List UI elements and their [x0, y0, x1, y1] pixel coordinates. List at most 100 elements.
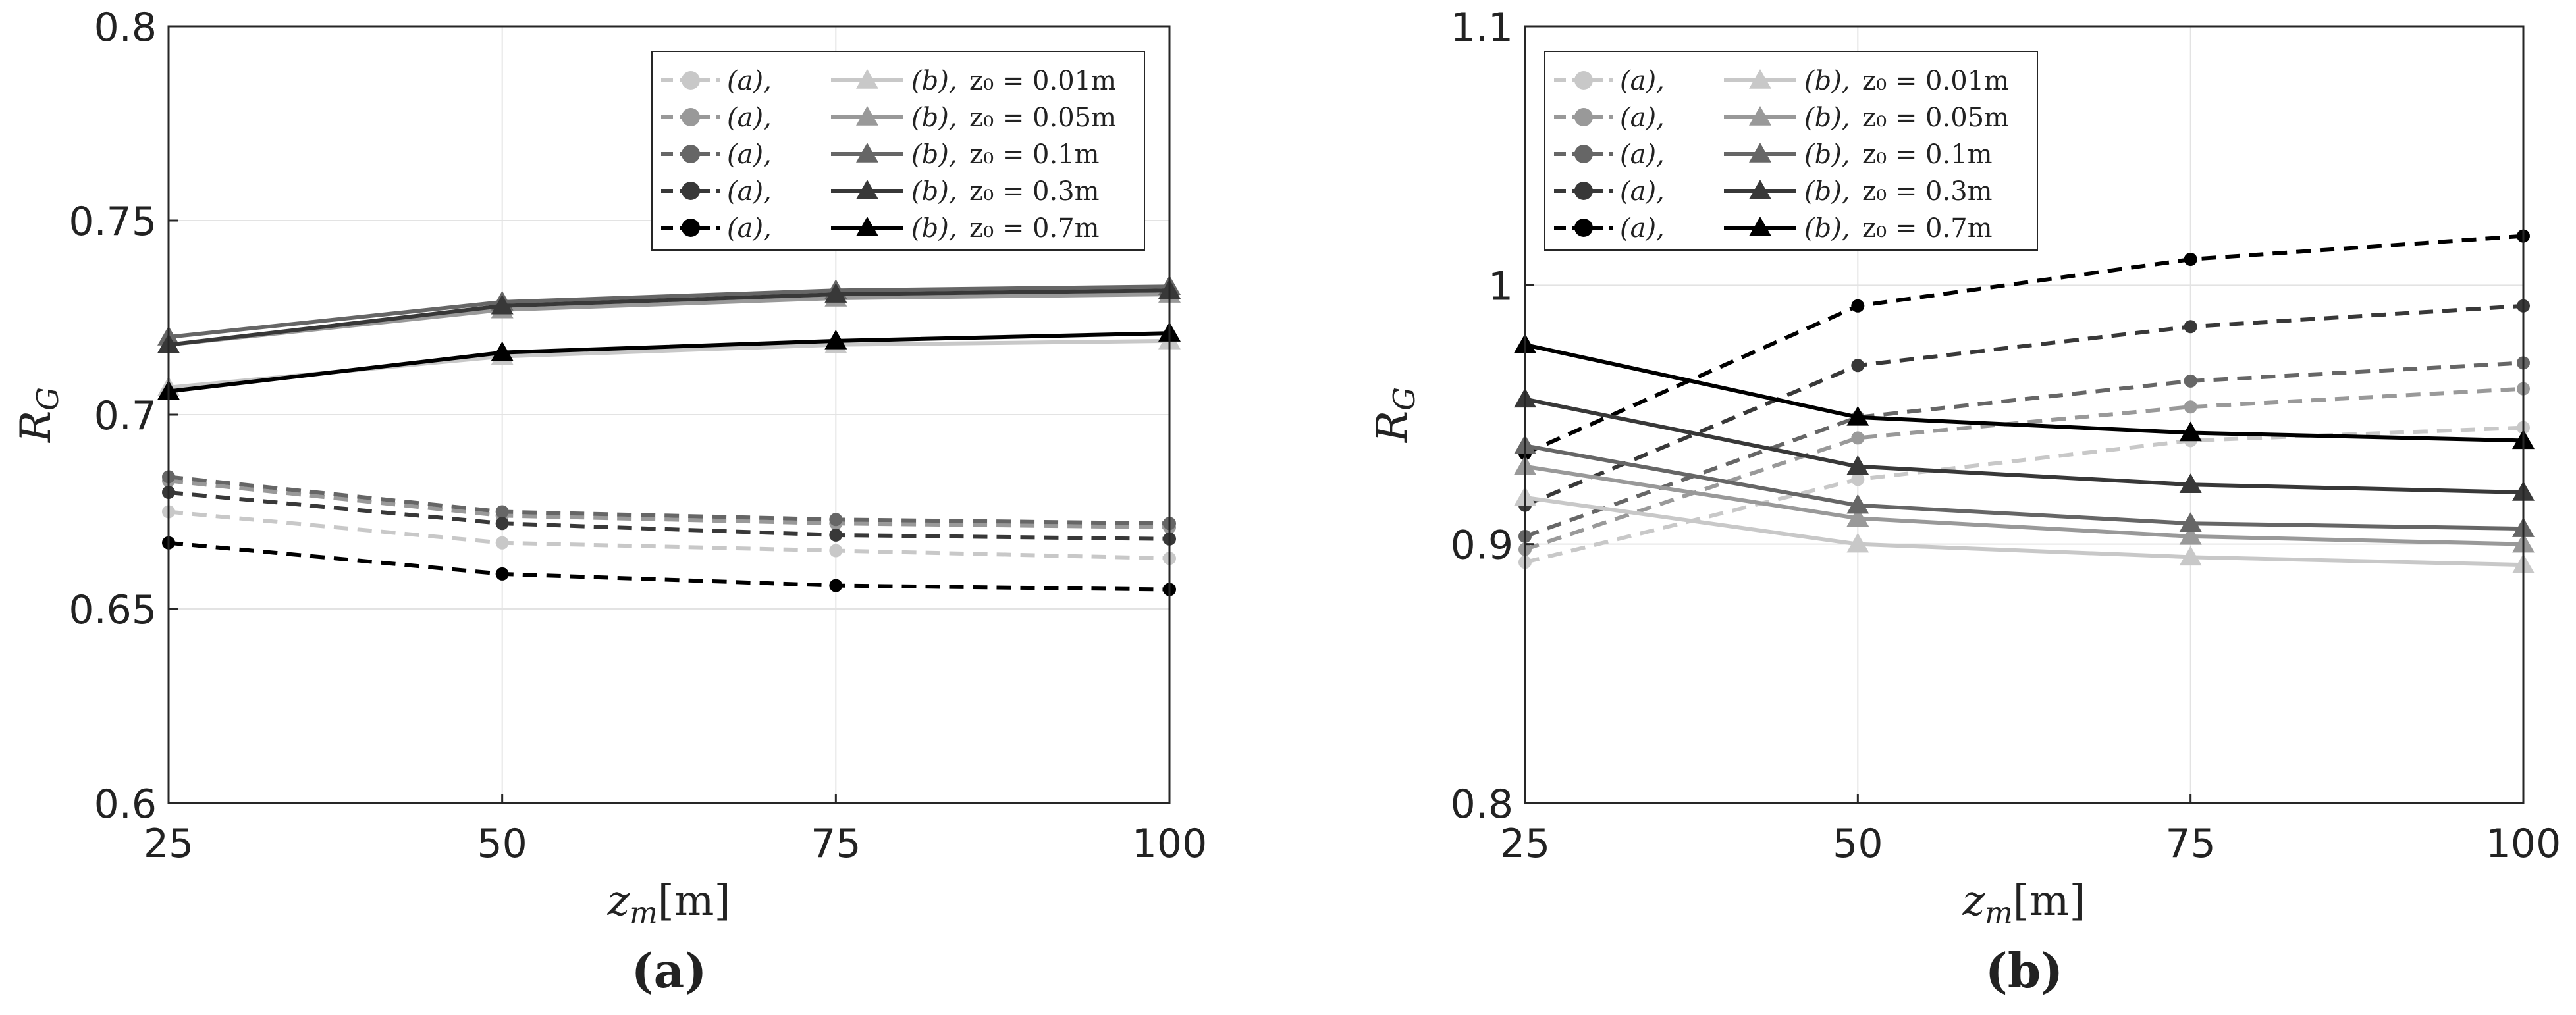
y-axis-label-group: RG: [1368, 387, 1422, 443]
data-point: [2184, 374, 2197, 388]
x-tick-label: 50: [1833, 821, 1883, 867]
series-b-0.01m: [1514, 486, 2535, 573]
legend-entry: (a), (b), z₀ = 0.7m: [661, 213, 1100, 244]
x-tick-label: 100: [1132, 821, 1208, 867]
y-tick-label: 0.9: [1451, 523, 1513, 569]
y-tick-label: 1: [1488, 263, 1513, 309]
data-point: [495, 505, 509, 519]
legend-entry: (a), (b), z₀ = 0.7m: [1554, 213, 1993, 244]
series-b-0.7m: [157, 322, 1181, 400]
legend-marker-circle: [1574, 182, 1593, 200]
legend-label-z0: z₀ = 0.01m: [969, 66, 1116, 96]
legend-label-b: (b),: [1804, 66, 1850, 96]
x-axis-label: zm[m]: [1962, 877, 2086, 930]
x-axis-label: zm[m]: [607, 877, 731, 930]
y-tick-label: 0.75: [68, 199, 157, 245]
legend-marker-triangle: [1749, 69, 1771, 89]
y-tick-label: 0.7: [94, 393, 157, 439]
legend-entry: (a), (b), z₀ = 0.05m: [661, 103, 1116, 133]
legend-label-a: (a),: [727, 140, 772, 170]
legend-marker-circle: [682, 219, 700, 237]
data-point: [2184, 400, 2197, 414]
data-point: [829, 579, 843, 592]
panel-label: (b): [1985, 943, 2063, 999]
series-line: [168, 540, 1170, 592]
series-line: [1524, 444, 2524, 531]
legend-marker-triangle: [1749, 143, 1771, 163]
data-point: [1846, 405, 1869, 426]
legend-marker-triangle: [1749, 106, 1771, 126]
y-axis-label: RG: [12, 387, 65, 443]
legend-label-b: (b),: [911, 103, 957, 133]
legend-label-b: (b),: [911, 66, 957, 96]
legend-marker-circle: [682, 108, 700, 126]
x-tick-label: 50: [477, 821, 527, 867]
series-line: [1524, 342, 2524, 443]
legend-label-z0: z₀ = 0.1m: [969, 140, 1100, 170]
legend-entry: (a), (b), z₀ = 0.1m: [1554, 140, 1993, 170]
legend-marker-circle: [682, 145, 700, 163]
legend-label-z0: z₀ = 0.3m: [1862, 176, 1993, 207]
series-line: [168, 490, 1170, 541]
x-tick-label: 25: [1500, 821, 1550, 867]
legend-label-a: (a),: [1620, 213, 1665, 244]
series-line: [168, 509, 1170, 561]
legend-marker-circle: [1574, 145, 1593, 163]
series-line: [1524, 464, 2524, 546]
data-point: [495, 536, 509, 550]
series-b-0.01m: [157, 329, 1181, 396]
legend-label-b: (b),: [911, 176, 957, 207]
data-point: [829, 528, 843, 542]
series-a-0.05m: [1518, 382, 2530, 556]
data-point: [1851, 431, 1865, 445]
legend-marker-triangle: [1749, 217, 1771, 236]
legend-marker-triangle: [856, 180, 878, 199]
legend-label-a: (a),: [1620, 103, 1665, 133]
legend-label-b: (b),: [911, 213, 957, 244]
series-line: [1524, 397, 2524, 494]
series-b-0.3m: [157, 279, 1181, 353]
x-tick-label: 25: [144, 821, 194, 867]
legend: (a), (b), z₀ = 0.01m(a), (b), z₀ = 0.05m(a),…: [1544, 51, 2038, 251]
y-tick-label: 0.8: [1451, 781, 1513, 827]
series-line: [168, 284, 1170, 339]
legend-marker-triangle: [1749, 180, 1771, 199]
legend-label-b: (b),: [1804, 140, 1850, 170]
legend-entry: (a), (b), z₀ = 0.01m: [661, 66, 1116, 96]
data-point: [2179, 546, 2202, 566]
y-tick-label: 0.6: [94, 781, 157, 827]
legend-marker-circle: [682, 182, 700, 200]
legend-label-b: (b),: [1804, 103, 1850, 133]
legend-label-b: (b),: [911, 140, 957, 170]
legend-label-b: (b),: [1804, 213, 1850, 244]
legend-entry: (a), (b), z₀ = 0.05m: [1554, 103, 2009, 133]
legend-label-b: (b),: [1804, 176, 1850, 207]
data-point: [2184, 320, 2197, 334]
legend-label-a: (a),: [1620, 66, 1665, 96]
data-point: [495, 517, 509, 531]
legend-label-a: (a),: [727, 176, 772, 207]
x-tick-label: 75: [2165, 821, 2215, 867]
y-tick-label: 0.8: [94, 5, 157, 51]
legend-marker-circle: [682, 71, 700, 90]
series-line: [168, 475, 1170, 526]
legend-entry: (a), (b), z₀ = 0.1m: [661, 140, 1100, 170]
series-a-0.3m: [162, 486, 1176, 546]
legend-entry: (a), (b), z₀ = 0.3m: [1554, 176, 1993, 207]
series-line: [168, 288, 1170, 347]
legend-label-z0: z₀ = 0.7m: [969, 213, 1100, 244]
data-point: [2179, 473, 2202, 493]
legend-label-z0: z₀ = 0.05m: [969, 103, 1116, 133]
series-a-0.3m: [1518, 299, 2530, 512]
legend-entry: (a), (b), z₀ = 0.3m: [661, 176, 1100, 207]
y-axis-label: RG: [1368, 387, 1422, 443]
legend-box: [1544, 51, 2038, 251]
data-point: [1851, 299, 1865, 313]
legend-label-z0: z₀ = 0.3m: [969, 176, 1100, 207]
legend-label-a: (a),: [727, 66, 772, 96]
data-point: [1846, 455, 1869, 475]
data-point: [495, 567, 509, 581]
data-point: [2179, 525, 2202, 545]
chart-panel-a: 25 50 75 100 0.6 0.65 0.7 0.75 0.8 zm[m] RG (a) (a),…: [12, 5, 1207, 999]
legend-entry: (a), (b), z₀ = 0.01m: [1554, 66, 2009, 96]
